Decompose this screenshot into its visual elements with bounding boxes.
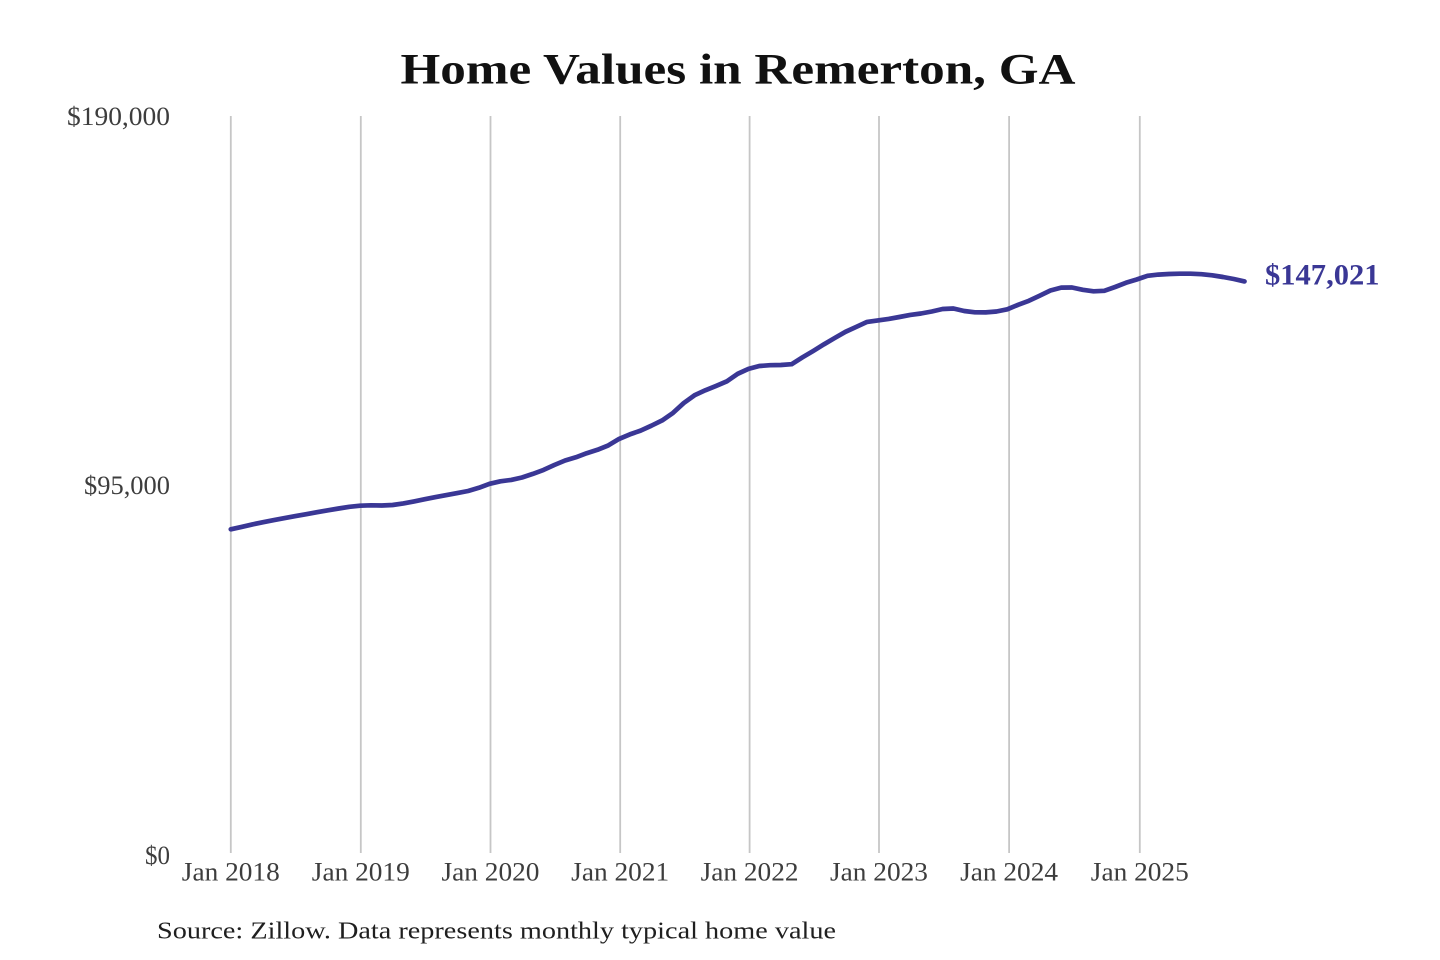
svg-text:Source: Zillow. Data represent: Source: Zillow. Data represents monthly … xyxy=(157,918,836,945)
svg-text:$147,021: $147,021 xyxy=(1265,259,1380,292)
svg-text:$0: $0 xyxy=(145,841,170,870)
svg-text:$95,000: $95,000 xyxy=(84,471,170,500)
svg-text:$190,000: $190,000 xyxy=(67,102,170,131)
svg-text:Jan 2020: Jan 2020 xyxy=(442,858,540,887)
svg-text:Jan 2018: Jan 2018 xyxy=(182,858,280,887)
svg-text:Jan 2019: Jan 2019 xyxy=(312,858,410,887)
svg-text:Jan 2024: Jan 2024 xyxy=(960,858,1058,887)
svg-text:Jan 2021: Jan 2021 xyxy=(571,858,669,887)
svg-text:Jan 2022: Jan 2022 xyxy=(701,858,799,887)
svg-text:Jan 2023: Jan 2023 xyxy=(830,858,928,887)
svg-text:Jan 2025: Jan 2025 xyxy=(1091,858,1189,887)
svg-text:Home Values in Remerton, GA: Home Values in Remerton, GA xyxy=(401,47,1076,94)
